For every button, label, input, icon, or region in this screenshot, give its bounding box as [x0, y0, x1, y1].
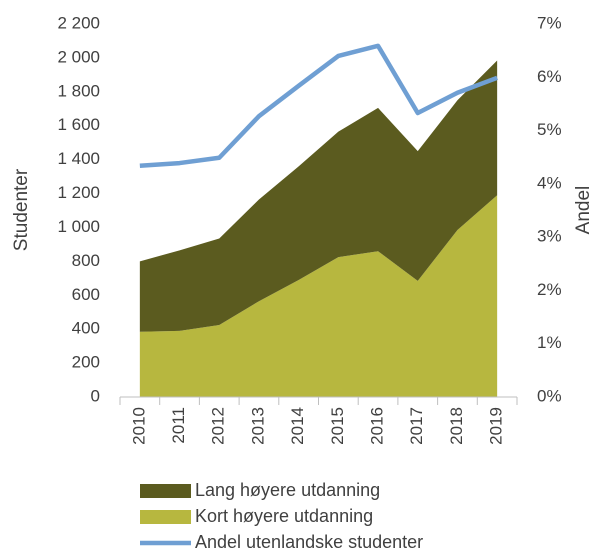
y2-tick-label: 4% — [537, 173, 562, 192]
y2-tick-label: 7% — [537, 13, 562, 32]
area — [139, 60, 498, 332]
legend-swatch — [140, 484, 191, 498]
y-tick-label: 200 — [72, 353, 100, 372]
y-tick-label: 1 400 — [57, 149, 100, 168]
legend-swatch — [140, 510, 191, 524]
legend-label: Kort høyere utdanning — [195, 506, 373, 526]
y2-axis-label: Andel — [573, 186, 594, 235]
legend-label: Andel utenlandske studenter — [195, 532, 423, 552]
x-tick-label: 2015 — [328, 407, 347, 445]
x-tick-label: 2013 — [248, 407, 267, 445]
y-tick-label: 1 000 — [57, 217, 100, 236]
y2-tick-label: 2% — [537, 280, 562, 299]
y2-tick-label: 6% — [537, 67, 562, 86]
line — [139, 43, 498, 168]
y-tick-label: 0 — [91, 386, 100, 405]
x-tick-label: 2011 — [169, 407, 188, 444]
y-tick-label: 800 — [72, 251, 100, 270]
y-tick-label: 1 800 — [57, 81, 100, 100]
y-tick-label: 1 600 — [57, 115, 100, 134]
y2-tick-label: 0% — [537, 386, 562, 405]
x-tick-label: 2010 — [129, 407, 148, 445]
x-tick-label: 2012 — [209, 407, 228, 445]
y-axis-label: Studenter — [11, 168, 32, 251]
y2-tick-label: 5% — [537, 120, 562, 139]
legend-label: Lang høyere utdanning — [195, 480, 380, 500]
y-tick-label: 1 200 — [57, 183, 100, 202]
x-tick-label: 2014 — [288, 407, 307, 445]
y-tick-label: 2 200 — [57, 13, 100, 32]
x-tick-label: 2017 — [407, 407, 426, 445]
x-tick-label: 2016 — [368, 407, 387, 445]
y-tick-label: 600 — [72, 285, 100, 304]
y2-tick-label: 1% — [537, 333, 562, 352]
area — [139, 195, 498, 397]
y-tick-label: 400 — [72, 319, 100, 338]
x-tick-label: 2019 — [487, 407, 506, 445]
y2-tick-label: 3% — [537, 227, 562, 246]
x-tick-label: 2018 — [447, 407, 466, 445]
y-tick-label: 2 000 — [57, 47, 100, 66]
